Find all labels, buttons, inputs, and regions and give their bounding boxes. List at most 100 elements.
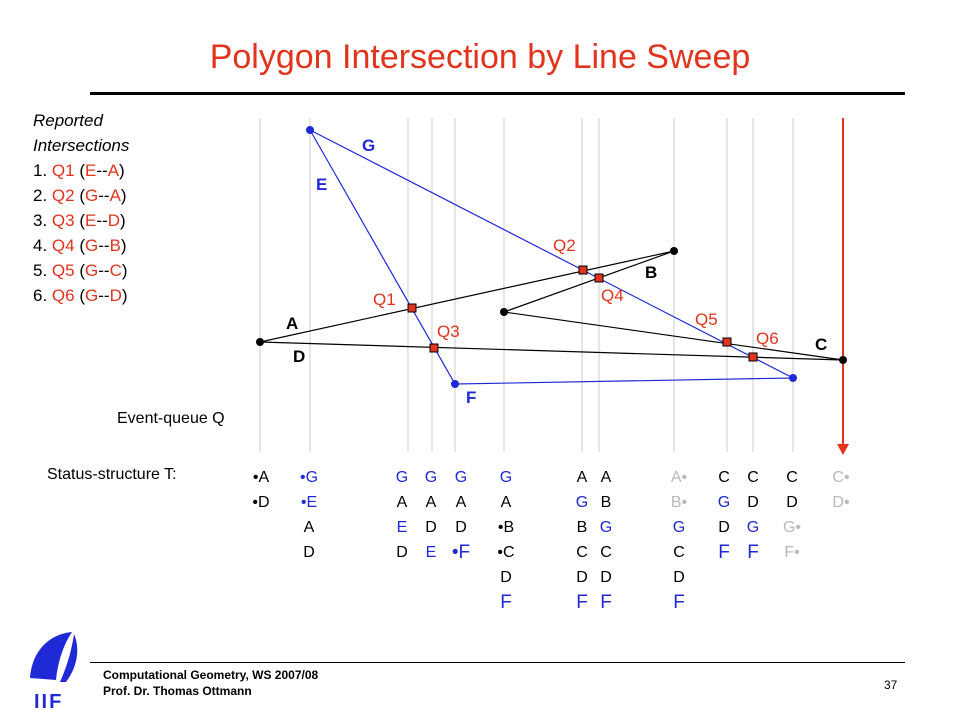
reported-item-sep: -- [96, 211, 108, 230]
status-cell: D [786, 494, 798, 511]
footer-course: Computational Geometry, WS 2007/08 [103, 668, 319, 682]
reported-item-q: Q3 [51, 211, 75, 230]
reported-item-sep: -- [96, 161, 108, 180]
edge-F [454, 377, 794, 385]
status-cell: A [576, 469, 588, 486]
status-column: C• D• [826, 466, 856, 516]
reported-item: 4. Q4 (G--B) [33, 233, 129, 258]
status-cell: C [786, 469, 798, 486]
status-column: G A D •F [446, 466, 476, 566]
status-cell: •G [299, 469, 319, 486]
status-column: •G •E A D [294, 466, 324, 566]
vertex-black-top [670, 247, 678, 255]
status-cell: D• [832, 494, 850, 511]
reported-item-open: ( [79, 236, 86, 255]
vertex-black-inner [500, 308, 508, 316]
reported-item-number: 3. [33, 211, 48, 230]
status-cell: D [747, 494, 759, 511]
page-number: 37 [884, 678, 898, 692]
logo-text: IIF [34, 691, 63, 712]
label-q1: Q1 [373, 290, 396, 309]
reported-item-open: ( [79, 261, 86, 280]
status-cell: D [396, 544, 408, 561]
status-cell: B• [670, 494, 688, 511]
reported-header-line1: Reported [33, 111, 103, 130]
footer-text: Computational Geometry, WS 2007/08 Prof.… [103, 667, 318, 699]
status-cell: C [600, 544, 612, 561]
reported-list: 1. Q1 (E--A) 2. Q2 (G--A) 3. Q3 (E--D) 4. Q… [33, 158, 129, 308]
status-cell: •E [300, 494, 318, 511]
status-cell: F [747, 542, 759, 563]
status-cell: D [500, 569, 512, 586]
status-column: •A •D [246, 466, 276, 516]
reported-item-edge-a: G [85, 286, 99, 305]
label-q5: Q5 [695, 310, 718, 329]
reported-item-number: 5. [33, 261, 48, 280]
reported-item-number: 6. [33, 286, 48, 305]
intersection-marker-q2 [578, 265, 588, 275]
vertex-blue-top [306, 126, 314, 134]
status-cell: A [303, 519, 315, 536]
edge-E [309, 129, 456, 385]
status-cell: D [600, 569, 612, 586]
status-cell: B [600, 494, 612, 511]
status-column: C D G• F• [777, 466, 807, 566]
edge-G [309, 129, 794, 379]
status-cell: F [576, 592, 588, 613]
status-cell: G• [782, 519, 802, 536]
label-edge-G: G [362, 136, 376, 155]
edge-A [259, 250, 675, 343]
reported-item-close: ) [121, 261, 128, 280]
status-cell: •D [252, 494, 270, 511]
status-cell: F [600, 592, 612, 613]
reported-item-sep: -- [98, 236, 110, 255]
reported-item-number: 2. [33, 186, 48, 205]
event-queue-label: Event-queue Q [117, 410, 225, 427]
status-cell: A [396, 494, 408, 511]
status-cell: C [747, 469, 759, 486]
reported-item-edge-b: A [107, 161, 120, 180]
reported-item: 2. Q2 (G--A) [33, 183, 129, 208]
reported-item-edge-a: G [85, 236, 99, 255]
reported-item-edge-a: E [85, 211, 97, 230]
reported-item-edge-b: B [109, 236, 121, 255]
status-column: G A •B •C D F [491, 466, 521, 616]
status-cell: G [395, 469, 409, 486]
intersection-marker-q5 [722, 337, 732, 347]
reported-item-q: Q6 [51, 286, 75, 305]
status-cell: A• [670, 469, 688, 486]
label-edge-F: F [466, 388, 477, 407]
label-q3: Q3 [437, 322, 460, 341]
status-cell: C [576, 544, 588, 561]
status-structure-label: Status-structure T: [47, 466, 177, 483]
intersection-marker-q4 [594, 273, 604, 283]
reported-item-open: ( [79, 161, 86, 180]
intersection-marker-q1 [407, 303, 417, 313]
reported-item-close: ) [120, 236, 127, 255]
reported-item-q: Q1 [51, 161, 75, 180]
reported-item-close: ) [119, 211, 126, 230]
logo-swoosh-left [30, 632, 72, 680]
slide-title: Polygon Intersection by Line Sweep [209, 38, 751, 76]
vertex-blue-bottom [451, 380, 459, 388]
reported-item-open: ( [79, 211, 86, 230]
status-cell: F [500, 592, 512, 613]
status-cell: F• [784, 544, 800, 561]
label-edge-C: C [815, 335, 828, 354]
edge-C [503, 311, 844, 361]
status-cell: G [454, 469, 468, 486]
status-cell: •B [497, 519, 515, 536]
footer-rule [90, 662, 905, 663]
status-cell: A [425, 494, 437, 511]
reported-intersections: Reported Intersections 1. Q1 (E--A) 2. Q2… [33, 108, 129, 308]
reported-item-close: ) [121, 286, 128, 305]
footer-author: Prof. Dr. Thomas Ottmann [103, 684, 252, 698]
reported-item-q: Q2 [51, 186, 75, 205]
reported-item-edge-a: G [85, 186, 99, 205]
label-edge-B: B [645, 263, 658, 282]
reported-item: 5. Q5 (G--C) [33, 258, 129, 283]
reported-header-line2: Intersections [33, 136, 130, 155]
